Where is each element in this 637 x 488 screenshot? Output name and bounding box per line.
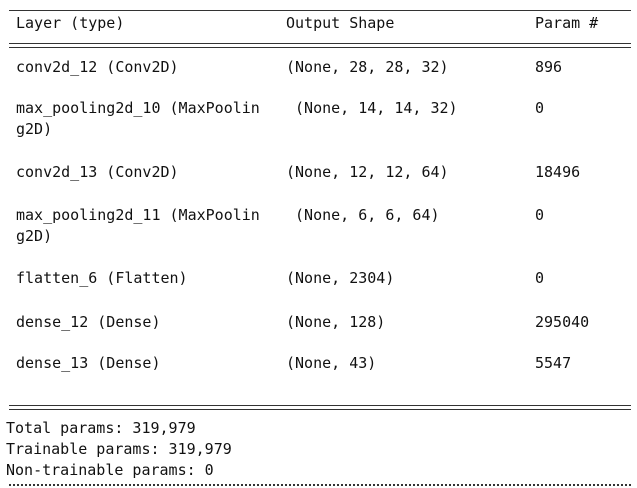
top-rule xyxy=(9,10,631,11)
non-trainable-params: Non-trainable params: 0 xyxy=(6,461,214,479)
table-row-layer: max_pooling2d_10 (MaxPoolin xyxy=(16,99,260,117)
total-params: Total params: 319,979 xyxy=(6,419,196,437)
summary-rule xyxy=(9,405,631,410)
table-row-layer: conv2d_13 (Conv2D) xyxy=(16,163,179,181)
table-row-layer: flatten_6 (Flatten) xyxy=(16,269,188,287)
table-row-output-shape: (None, 28, 28, 32) xyxy=(286,58,449,76)
table-row-layer: dense_13 (Dense) xyxy=(16,354,161,372)
table-row-params: 295040 xyxy=(535,313,590,331)
table-row-layer-continuation: g2D) xyxy=(16,120,53,138)
table-row-params: 896 xyxy=(535,58,563,76)
table-row-output-shape: (None, 14, 14, 32) xyxy=(286,99,458,117)
table-row-output-shape: (None, 6, 6, 64) xyxy=(286,206,440,224)
table-row-params: 0 xyxy=(535,206,545,224)
table-row-layer-continuation: g2D) xyxy=(16,227,53,245)
bottom-rule xyxy=(9,484,631,486)
header-layer-type: Layer (type) xyxy=(16,14,125,32)
table-row-params: 0 xyxy=(535,99,545,117)
table-row-output-shape: (None, 128) xyxy=(286,313,386,331)
table-row-params: 18496 xyxy=(535,163,581,181)
table-row-layer: max_pooling2d_11 (MaxPoolin xyxy=(16,206,260,224)
table-row-layer: conv2d_12 (Conv2D) xyxy=(16,58,179,76)
table-row-output-shape: (None, 12, 12, 64) xyxy=(286,163,449,181)
table-row-output-shape: (None, 43) xyxy=(286,354,377,372)
table-row-layer: dense_12 (Dense) xyxy=(16,313,161,331)
header-output-shape: Output Shape xyxy=(286,14,395,32)
table-row-params: 0 xyxy=(535,269,545,287)
trainable-params: Trainable params: 319,979 xyxy=(6,440,232,458)
header-rule xyxy=(9,43,631,48)
table-row-output-shape: (None, 2304) xyxy=(286,269,395,287)
table-row-params: 5547 xyxy=(535,354,572,372)
header-param-count: Param # xyxy=(535,14,599,32)
